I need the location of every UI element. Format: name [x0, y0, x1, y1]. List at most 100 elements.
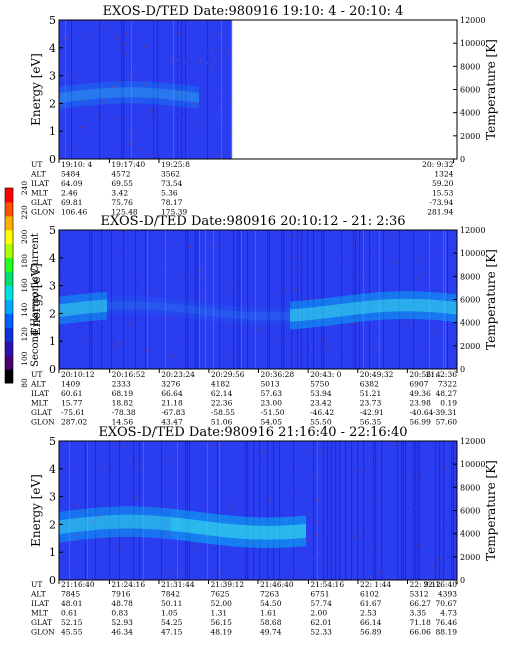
band-column [354, 294, 355, 323]
band-column [184, 300, 185, 318]
scatter-dot [446, 467, 448, 469]
scatter-dot [360, 532, 362, 535]
scatter-dot [424, 526, 426, 528]
band-column [179, 299, 180, 317]
band-core [69, 303, 70, 316]
band-core [129, 87, 130, 98]
band-column [204, 303, 205, 320]
band-column [71, 295, 72, 324]
scatter-dot [133, 495, 135, 498]
band-column [228, 305, 229, 323]
band-core [427, 299, 428, 312]
band-core [269, 525, 270, 540]
band-core [325, 305, 326, 319]
band-core [108, 515, 109, 530]
band-core [387, 299, 388, 312]
band-core [107, 301, 108, 310]
field-stripe [381, 441, 383, 580]
band-core [60, 92, 61, 103]
scatter-dot [228, 51, 230, 53]
band-column [122, 506, 123, 537]
band-core [195, 306, 196, 315]
band-column [147, 506, 148, 538]
band-column [339, 296, 340, 325]
band-column [263, 307, 264, 325]
band-core [60, 304, 61, 317]
scatter-dot [179, 570, 181, 573]
band-core [90, 516, 91, 531]
band-core [208, 308, 209, 316]
field-stripe [439, 441, 441, 580]
band-column [220, 304, 221, 322]
scatter-dot [59, 55, 61, 57]
band-core [75, 90, 76, 101]
band-column [142, 81, 143, 104]
band-core [370, 300, 371, 314]
band-column [143, 506, 144, 538]
y-tick-label: 5 [49, 224, 56, 237]
band-core [399, 298, 400, 312]
band-core [137, 301, 138, 309]
band-core [372, 300, 373, 313]
y2-tick-label: 10000 [460, 460, 485, 469]
band-core [235, 524, 236, 539]
band-core [215, 308, 216, 317]
band-column [138, 506, 139, 538]
band-column [302, 300, 303, 329]
scatter-dot [286, 339, 288, 342]
scatter-dot [138, 499, 140, 502]
band-core [276, 525, 277, 540]
field-stripe [321, 230, 323, 369]
band-core [239, 524, 240, 539]
field-stripe [445, 230, 446, 369]
field-stripe [231, 20, 233, 159]
band-column [95, 507, 96, 539]
band-column [166, 508, 167, 539]
band-column [157, 507, 158, 539]
band-core [187, 91, 188, 102]
band-core [100, 88, 101, 99]
band-core [132, 514, 133, 529]
band-column [328, 297, 329, 326]
field-stripe [59, 230, 61, 369]
scatter-dot [197, 76, 199, 79]
band-core [115, 514, 116, 529]
band-column [231, 306, 232, 323]
band-column [203, 302, 204, 320]
scatter-dot [316, 534, 318, 537]
scatter-dot [431, 330, 433, 332]
band-column [194, 86, 195, 109]
band-column [153, 507, 154, 538]
band-core [204, 521, 205, 535]
band-column [118, 506, 119, 538]
band-column [142, 296, 143, 314]
scatter-dot [133, 21, 135, 23]
scatter-dot [368, 458, 370, 460]
band-column [77, 509, 78, 541]
band-column [110, 297, 111, 314]
band-core [263, 525, 264, 540]
band-core [227, 523, 228, 538]
band-core [259, 312, 260, 320]
ephemeris-value: 18.82 [112, 399, 134, 408]
band-core [149, 87, 150, 98]
band-column [420, 291, 421, 320]
y-tick-label: 3 [49, 70, 56, 83]
band-column [65, 511, 66, 542]
scatter-dot [369, 575, 371, 578]
scatter-dot [77, 534, 79, 536]
band-core [89, 300, 90, 314]
band-column [109, 506, 110, 538]
band-core [171, 89, 172, 100]
band-column [120, 81, 121, 104]
field-stripe [195, 230, 197, 369]
band-core [121, 514, 122, 529]
band-column [174, 83, 175, 107]
band-column [124, 506, 125, 537]
y-tick-label: 2 [49, 518, 56, 531]
band-column [89, 83, 90, 106]
band-core [123, 301, 124, 309]
field-stripe [401, 441, 403, 580]
ephemeris-value: 54.50 [260, 599, 282, 608]
field-stripe [177, 441, 178, 580]
